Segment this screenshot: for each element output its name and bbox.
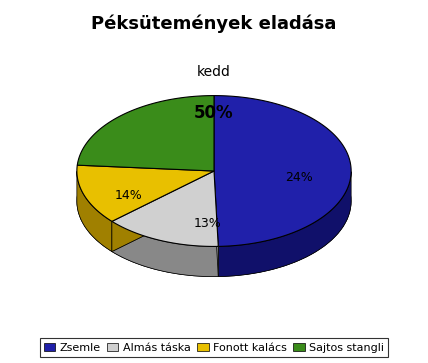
Text: 13%: 13% [193, 217, 221, 230]
Legend: Zsemle, Almás táska, Fonott kalács, Sajtos stangli: Zsemle, Almás táska, Fonott kalács, Sajt… [39, 338, 389, 358]
Text: 50%: 50% [194, 105, 234, 122]
Text: 24%: 24% [285, 171, 313, 184]
Polygon shape [214, 95, 351, 246]
Polygon shape [214, 171, 218, 277]
Polygon shape [77, 95, 214, 171]
Polygon shape [112, 221, 218, 277]
Text: kedd: kedd [197, 65, 231, 79]
Polygon shape [77, 171, 112, 252]
Polygon shape [112, 171, 218, 246]
Polygon shape [214, 171, 218, 277]
Polygon shape [112, 171, 214, 252]
Polygon shape [77, 165, 214, 221]
Polygon shape [218, 172, 351, 277]
Ellipse shape [77, 126, 351, 277]
Text: Péksütemények eladása: Péksütemények eladása [91, 15, 337, 33]
Text: 14%: 14% [115, 189, 143, 202]
Polygon shape [112, 171, 214, 252]
